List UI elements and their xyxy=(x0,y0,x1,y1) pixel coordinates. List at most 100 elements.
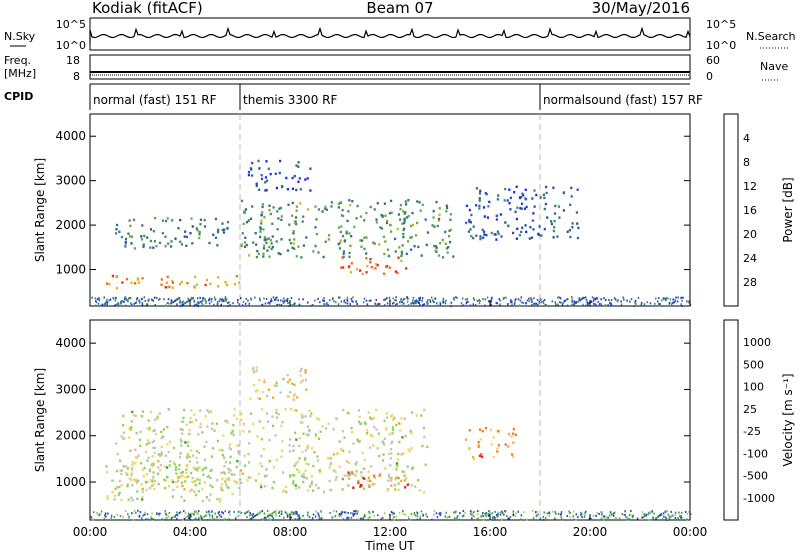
power-ground-cell xyxy=(455,296,457,299)
velocity-ground-cell xyxy=(352,512,354,515)
power-ground-cell xyxy=(302,298,304,301)
velocity-ground-cell xyxy=(176,517,178,520)
velocity-cell xyxy=(156,417,159,420)
power-ground-cell xyxy=(179,301,181,304)
power-ground-cell xyxy=(317,297,319,300)
velocity-cell xyxy=(332,428,335,431)
power-cell xyxy=(124,237,128,241)
velocity-cell xyxy=(141,410,145,413)
power-cell xyxy=(532,228,535,231)
power-ground-cell xyxy=(403,297,406,300)
velocity-cell xyxy=(183,488,186,491)
power-ground-cell xyxy=(604,304,607,307)
power-cell xyxy=(348,232,351,235)
velocity-cell xyxy=(259,462,262,465)
velocity-cell xyxy=(210,427,213,430)
velocity-cell xyxy=(289,438,292,441)
power-ground-cell xyxy=(366,303,369,306)
power-cell xyxy=(233,283,237,286)
power-ground-cell xyxy=(472,297,475,300)
power-cell xyxy=(444,242,447,245)
velocity-ground-cell xyxy=(497,513,499,516)
velocity-cell xyxy=(141,490,144,493)
power-ground-cell xyxy=(338,296,340,299)
velocity-ground-cell xyxy=(392,511,394,514)
velocity-ground-cell xyxy=(554,517,556,520)
power-ground-cell xyxy=(429,300,432,303)
power-cell xyxy=(384,240,387,243)
velocity-cell xyxy=(329,463,332,466)
velocity-cell xyxy=(167,450,170,454)
velocity-ground-cell xyxy=(671,514,674,517)
velocity-cell xyxy=(348,461,351,465)
velocity-cell xyxy=(106,495,109,498)
velocity-colorbar-tick: 25 xyxy=(743,403,757,416)
power-ground-cell xyxy=(202,297,204,300)
velocity-ground-cell xyxy=(339,513,342,516)
power-cell xyxy=(324,205,327,209)
power-ground-cell xyxy=(597,300,599,303)
velocity-cell xyxy=(347,412,351,415)
velocity-cell xyxy=(136,490,139,493)
velocity-ground-cell xyxy=(247,510,250,513)
power-cell xyxy=(424,218,427,221)
velocity-ground-cell xyxy=(393,518,395,521)
power-cell xyxy=(105,282,109,285)
velocity-cell xyxy=(151,478,155,481)
power-cell xyxy=(507,224,510,227)
power-ground-cell xyxy=(609,304,612,306)
velocity-ground-cell xyxy=(107,512,109,515)
power-cell xyxy=(449,240,452,244)
time-tick-label: 16:00 xyxy=(473,525,508,539)
velocity-cell xyxy=(220,483,223,486)
velocity-cell xyxy=(275,411,278,414)
power-cell xyxy=(161,231,164,235)
velocity-cell xyxy=(254,390,257,393)
power-cell xyxy=(240,199,243,203)
velocity-cell xyxy=(140,462,143,465)
velocity-cell xyxy=(131,461,134,464)
velocity-cell xyxy=(512,432,515,435)
power-cell xyxy=(533,189,536,192)
velocity-ground-cell xyxy=(663,515,665,518)
power-cell xyxy=(265,189,268,192)
power-ground-cell xyxy=(277,299,279,302)
velocity-cell xyxy=(394,488,397,491)
power-ground-cell xyxy=(544,303,546,306)
power-cell xyxy=(432,210,435,213)
power-colorbar-tick: 24 xyxy=(743,252,757,265)
power-cell xyxy=(478,197,481,200)
velocity-ground-cell xyxy=(137,509,139,512)
power-cell xyxy=(238,281,241,284)
velocity-cell xyxy=(126,483,129,486)
power-cell xyxy=(508,188,511,191)
power-ground-cell xyxy=(228,301,230,304)
velocity-ground-cell xyxy=(391,513,393,516)
velocity-ground-cell xyxy=(627,516,629,519)
velocity-cell xyxy=(257,472,260,476)
power-ground-cell xyxy=(293,303,295,306)
velocity-cell xyxy=(306,446,309,449)
velocity-ground-cell xyxy=(600,518,602,521)
power-cell xyxy=(342,214,345,218)
velocity-cell xyxy=(256,389,259,392)
velocity-cell xyxy=(187,444,190,448)
velocity-cell xyxy=(341,488,344,491)
power-cell xyxy=(341,256,344,259)
velocity-cell xyxy=(370,417,373,421)
power-cell xyxy=(523,207,526,210)
velocity-cell xyxy=(288,450,291,453)
power-ground-cell xyxy=(129,297,132,300)
power-ground-cell xyxy=(511,300,513,303)
velocity-cell xyxy=(130,472,133,475)
velocity-cell xyxy=(184,480,187,483)
velocity-ground-cell xyxy=(566,515,568,518)
power-cell xyxy=(521,192,524,195)
power-cell xyxy=(271,222,274,225)
velocity-cell xyxy=(191,476,194,480)
power-ground-cell xyxy=(664,298,667,300)
power-ground-cell xyxy=(561,303,564,306)
velocity-ground-cell xyxy=(436,516,439,519)
velocity-cell xyxy=(206,409,209,412)
power-cell xyxy=(315,218,318,221)
